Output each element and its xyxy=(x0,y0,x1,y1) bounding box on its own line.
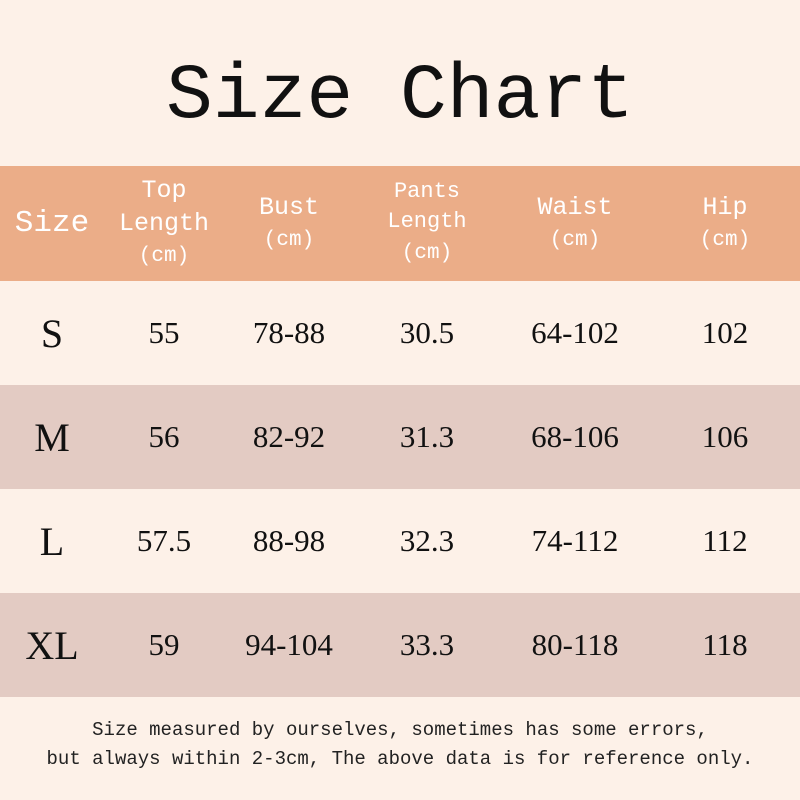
header-unit: (cm) xyxy=(549,228,601,252)
header-label: Bust xyxy=(258,192,319,222)
header-label: Hip xyxy=(702,192,748,222)
header-label: Length xyxy=(387,209,467,234)
value-cell: 57.5 xyxy=(136,523,192,558)
size-cell: M xyxy=(34,414,70,460)
size-table: Size Top Length (cm) Bust (cm) Pants Length (… xyxy=(0,166,800,697)
value-cell: 31.3 xyxy=(399,419,455,454)
value-cell: 102 xyxy=(701,315,749,350)
value-cell: 118 xyxy=(702,627,748,662)
header-label: Pants xyxy=(393,179,460,204)
value-cell: 64-102 xyxy=(531,315,619,350)
value-cell: 88-98 xyxy=(252,523,326,558)
table-row: M 56 82-92 31.3 68-106 106 xyxy=(0,385,800,489)
header-label: Waist xyxy=(537,192,613,222)
page-title: Size Chart xyxy=(165,53,635,141)
header-unit: (cm) xyxy=(401,242,453,265)
value-cell: 33.3 xyxy=(399,627,455,662)
value-cell: 106 xyxy=(701,419,749,454)
value-cell: 112 xyxy=(702,523,748,558)
note-line: Size measured by ourselves, sometimes ha… xyxy=(92,719,708,741)
header-pants-length: Pants Length (cm) xyxy=(354,177,500,270)
value-cell: 56 xyxy=(148,419,180,454)
header-top-length: Top Length (cm) xyxy=(104,174,224,273)
table-row: XL 59 94-104 33.3 80-118 118 xyxy=(0,593,800,697)
table-row: S 55 78-88 30.5 64-102 102 xyxy=(0,281,800,385)
header-unit: (cm) xyxy=(699,228,751,252)
value-cell: 78-88 xyxy=(252,315,326,350)
size-cell: XL xyxy=(25,622,79,668)
value-cell: 82-92 xyxy=(252,419,326,454)
note-line: but always within 2-3cm, The above data … xyxy=(46,748,754,770)
table-header: Size Top Length (cm) Bust (cm) Pants Length (… xyxy=(0,166,800,281)
header-hip: Hip (cm) xyxy=(650,191,800,257)
header-bust: Bust (cm) xyxy=(224,191,354,257)
value-cell: 74-112 xyxy=(531,523,619,558)
size-cell: S xyxy=(40,310,64,356)
header-waist: Waist (cm) xyxy=(500,191,650,257)
header-label: Size xyxy=(14,206,90,241)
disclaimer-note: Size measured by ourselves, sometimes ha… xyxy=(0,716,800,774)
value-cell: 59 xyxy=(148,627,180,662)
value-cell: 32.3 xyxy=(399,523,455,558)
size-cell: L xyxy=(39,518,65,564)
value-cell: 55 xyxy=(148,315,180,350)
header-size: Size xyxy=(0,207,104,240)
header-unit: (cm) xyxy=(263,228,315,252)
value-cell: 94-104 xyxy=(245,627,333,662)
table-row: L 57.5 88-98 32.3 74-112 112 xyxy=(0,489,800,593)
value-cell: 30.5 xyxy=(399,315,455,350)
header-label: Length xyxy=(118,209,209,238)
header-unit: (cm) xyxy=(138,245,190,268)
value-cell: 68-106 xyxy=(531,419,619,454)
value-cell: 80-118 xyxy=(531,627,619,662)
header-label: Top xyxy=(141,176,187,205)
